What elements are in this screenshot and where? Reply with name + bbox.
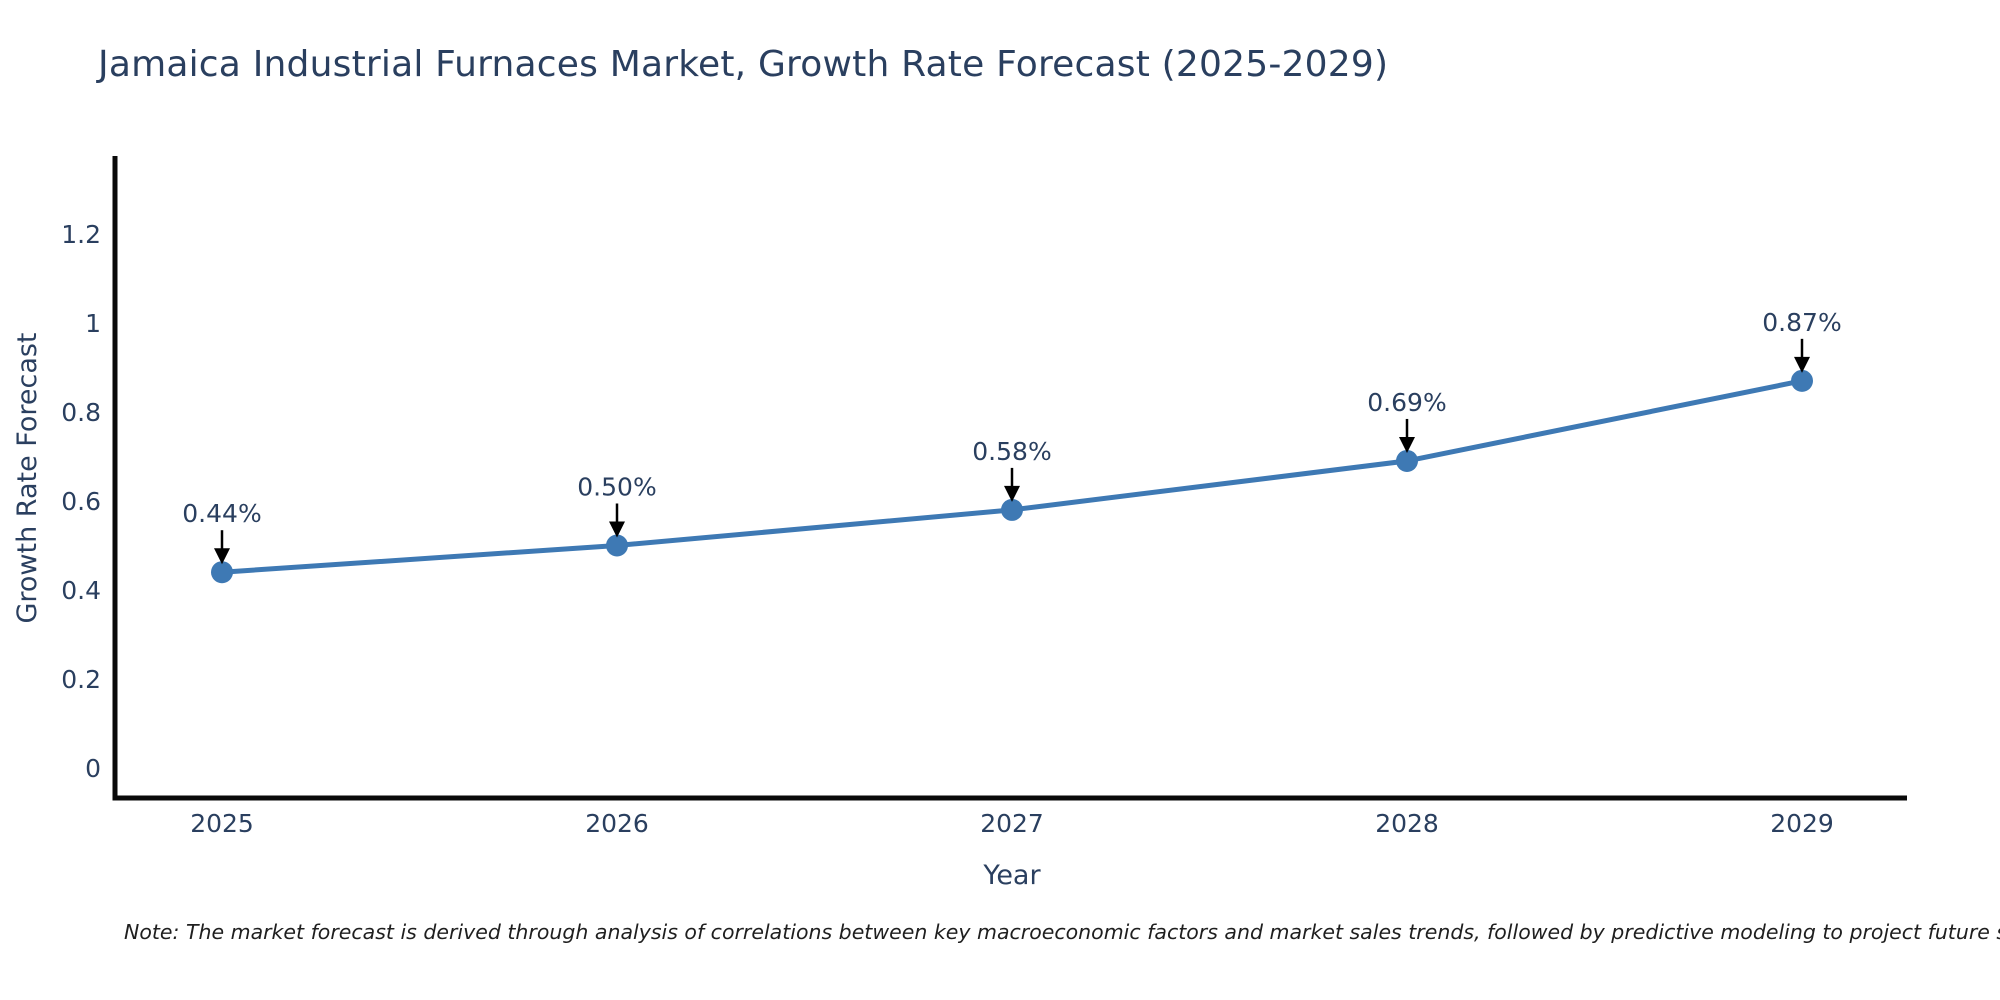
point-value-label: 0.44% <box>182 499 261 528</box>
data-point-marker <box>1001 498 1023 521</box>
annotation-arrow-head <box>1794 356 1810 373</box>
y-axis-tick-labels: 0 0.2 0.4 0.6 0.8 1 1.2 <box>61 220 101 783</box>
annotation-arrow-head <box>1004 485 1020 502</box>
x-tick-label: 2027 <box>980 809 1044 838</box>
x-axis-tick-labels: 2025 2026 2027 2028 2029 <box>190 809 1834 838</box>
data-point-marker <box>1791 369 1813 392</box>
y-axis-title: Growth Rate Forecast <box>12 332 43 623</box>
x-tick-label: 2025 <box>190 809 254 838</box>
forecast-line-series <box>211 369 1813 584</box>
data-point-marker <box>211 561 233 584</box>
annotation-arrow-head <box>609 521 625 538</box>
chart-note: Note: The market forecast is derived thr… <box>124 920 2000 944</box>
y-tick-label: 0.8 <box>61 398 101 427</box>
data-point-marker <box>606 534 628 557</box>
annotation-arrow-head <box>214 548 230 565</box>
point-value-label: 0.50% <box>577 473 656 502</box>
x-tick-label: 2029 <box>1770 809 1834 838</box>
point-value-label: 0.87% <box>1762 308 1841 337</box>
y-tick-label: 0 <box>85 754 101 783</box>
point-value-label: 0.69% <box>1367 388 1446 417</box>
y-tick-label: 1.2 <box>61 220 101 249</box>
annotation-arrow-head <box>1399 436 1415 453</box>
x-tick-label: 2026 <box>585 809 649 838</box>
point-value-label: 0.58% <box>972 437 1051 466</box>
y-tick-label: 0.4 <box>61 576 101 605</box>
point-annotations: 0.44% 0.50% 0.58% 0.69% 0.87% <box>182 308 1842 565</box>
x-tick-label: 2028 <box>1375 809 1439 838</box>
data-point-marker <box>1396 449 1418 472</box>
chart-title: Jamaica Industrial Furnaces Market, Grow… <box>98 44 1389 85</box>
x-axis-title: Year <box>982 860 1041 891</box>
y-tick-label: 1 <box>85 309 101 338</box>
y-tick-label: 0.2 <box>61 665 101 694</box>
y-tick-label: 0.6 <box>61 487 101 516</box>
